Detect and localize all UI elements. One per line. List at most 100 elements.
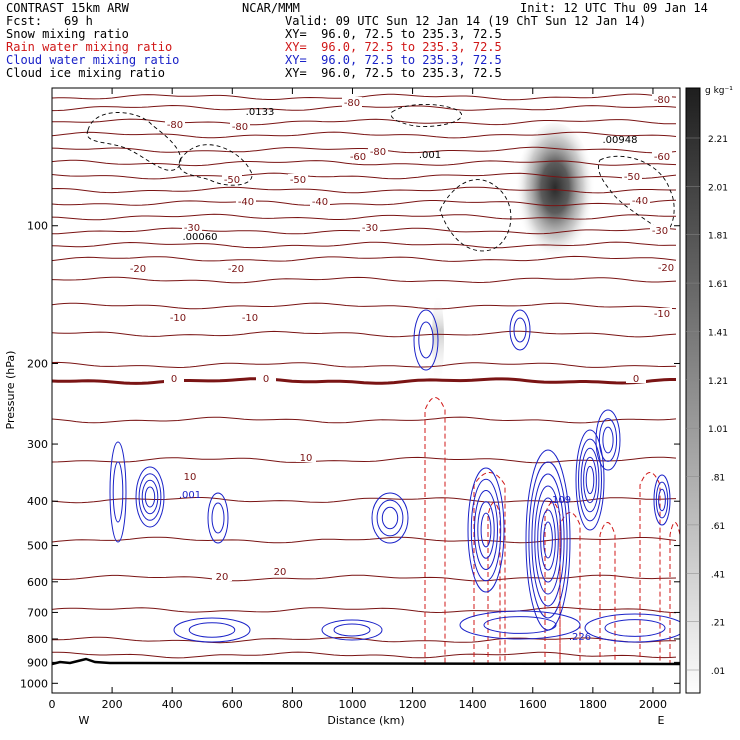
cloud-water-contour (653, 474, 671, 526)
cloud-water-contours (109, 309, 680, 643)
x-tick-label: 800 (282, 698, 303, 711)
cloud-water-contour (583, 456, 597, 504)
isotherm-label: -30 (652, 226, 668, 237)
isotherm-label-bg (348, 151, 368, 161)
isotherm-label-bg (296, 452, 316, 462)
field-cloudwater-name: Cloud water mixing ratio (6, 53, 180, 67)
y-tick-label: 1000 (20, 677, 48, 690)
isotherm-label-bg (652, 94, 672, 104)
cloud-water-contour (537, 497, 559, 583)
colorbar (685, 87, 701, 694)
field-annotation: .00060 (183, 232, 218, 243)
colorbar-label: .81 (711, 474, 725, 484)
isotherm-line (52, 416, 677, 424)
field-annotation: .00948 (603, 135, 638, 146)
axes: 0 200 400 600 800 1000 1200 1400 1600 1800 2000100… (20, 88, 680, 711)
plot-area: -80 -80 -80 -80 -80 -60 -60 -50 -50 -50 -40 -40 -40 -… (52, 93, 680, 666)
colorbar-label: .61 (711, 522, 725, 532)
isotherm-label-bg (360, 222, 380, 232)
cloud-water-contour (459, 610, 581, 640)
cloud-water-contour (138, 473, 162, 521)
colorbar-label: .01 (711, 667, 725, 677)
cloud-water-contour (531, 473, 565, 607)
isotherm-label-bg (342, 97, 362, 107)
isotherm-label-bg (212, 571, 232, 581)
field-annotation: .001 (179, 490, 201, 501)
isotherm-line (52, 118, 677, 126)
cloud-water-contour (580, 447, 600, 513)
field-cloudice-xy: XY= 96.0, 72.5 to 235.3, 72.5 (285, 66, 502, 80)
x-tick-label: 600 (222, 698, 243, 711)
cloud-water-contour (598, 418, 618, 462)
isotherm-label-bg (270, 566, 290, 576)
cloud-ice-contour (439, 179, 512, 252)
isotherm-label: 10 (300, 453, 313, 464)
isotherm-label-bg (368, 146, 388, 156)
cloud-water-contour (381, 506, 399, 530)
isotherm-line (52, 497, 677, 504)
rain-water-contour (639, 472, 661, 665)
y-tick-label: 400 (27, 495, 48, 508)
isotherm-line (52, 255, 677, 262)
isotherm-label-bg (650, 225, 670, 235)
cloud-water-contour (188, 622, 236, 638)
isotherm-label: -50 (624, 172, 640, 183)
isotherm-label: -20 (130, 264, 146, 275)
isotherm-label-bg (256, 373, 276, 383)
cloud-water-contour (655, 481, 669, 519)
rain-water-contours (424, 397, 680, 665)
y-axis-label: Pressure (hPa) (4, 351, 17, 430)
x-axis-label: Distance (km) (327, 714, 404, 727)
cloud-water-contour (509, 309, 531, 351)
cloud-water-contour (604, 619, 666, 637)
cloud-water-contour (211, 502, 225, 534)
isotherm-label-bg (165, 119, 185, 129)
isotherm-line (52, 361, 677, 369)
isotherm-label-bg (180, 471, 200, 481)
x-tick-label: 1000 (338, 698, 366, 711)
isotherm-label-bg (164, 373, 184, 383)
cloud-water-contour (112, 461, 124, 523)
isotherm-line (52, 213, 677, 221)
cloud-water-contour (207, 492, 229, 544)
isotherm-label: -80 (370, 147, 386, 158)
field-annotation: .0133 (246, 107, 275, 118)
isotherm-label: -80 (654, 95, 670, 106)
x-tick-label: 1800 (579, 698, 607, 711)
isotherm-label: -10 (654, 309, 670, 320)
temperature-contours (52, 93, 677, 659)
y-tick-label: 900 (27, 656, 48, 669)
x-tick-label: 400 (162, 698, 183, 711)
field-cloudwater-xy: XY= 96.0, 72.5 to 235.3, 72.5 (285, 53, 502, 67)
colorbar-label: .21 (711, 619, 725, 629)
isotherm-line (52, 199, 677, 207)
x-tick-label: 1400 (459, 698, 487, 711)
cloud-water-contour (584, 613, 680, 643)
colorbar-label: 1.41 (708, 328, 728, 338)
isotherm-line (52, 302, 677, 310)
isotherm-line (52, 159, 677, 167)
isotherm-label-bg (182, 222, 202, 232)
y-tick-label: 800 (27, 633, 48, 646)
init-time: Init: 12 UTC Thu 09 Jan 14 (520, 1, 708, 15)
isotherm-label-bg (652, 308, 672, 318)
isotherm-label-bg (222, 174, 242, 184)
x-tick-label: 0 (49, 698, 56, 711)
isotherm-label: -50 (224, 175, 240, 186)
cloud-water-contour (658, 488, 666, 512)
colorbar-label: 1.21 (708, 377, 728, 387)
field-cloudice-name: Cloud ice mixing ratio (6, 66, 165, 80)
cloud-water-contour (418, 321, 434, 359)
field-annotation: .226 (569, 632, 591, 643)
isotherm-label-bg (310, 196, 330, 206)
cloud-water-contour (173, 617, 251, 643)
isotherm-label-bg (622, 171, 642, 181)
isotherm-label: 0 (171, 374, 177, 385)
colorbar-label: 1.61 (708, 280, 728, 290)
isotherm-label: -80 (232, 122, 248, 133)
y-tick-label: 500 (27, 540, 48, 553)
cloud-water-contour (467, 467, 505, 593)
isotherm-label-bg (656, 262, 676, 272)
isotherm-label: -30 (362, 223, 378, 234)
cloud-water-contour (477, 501, 495, 559)
